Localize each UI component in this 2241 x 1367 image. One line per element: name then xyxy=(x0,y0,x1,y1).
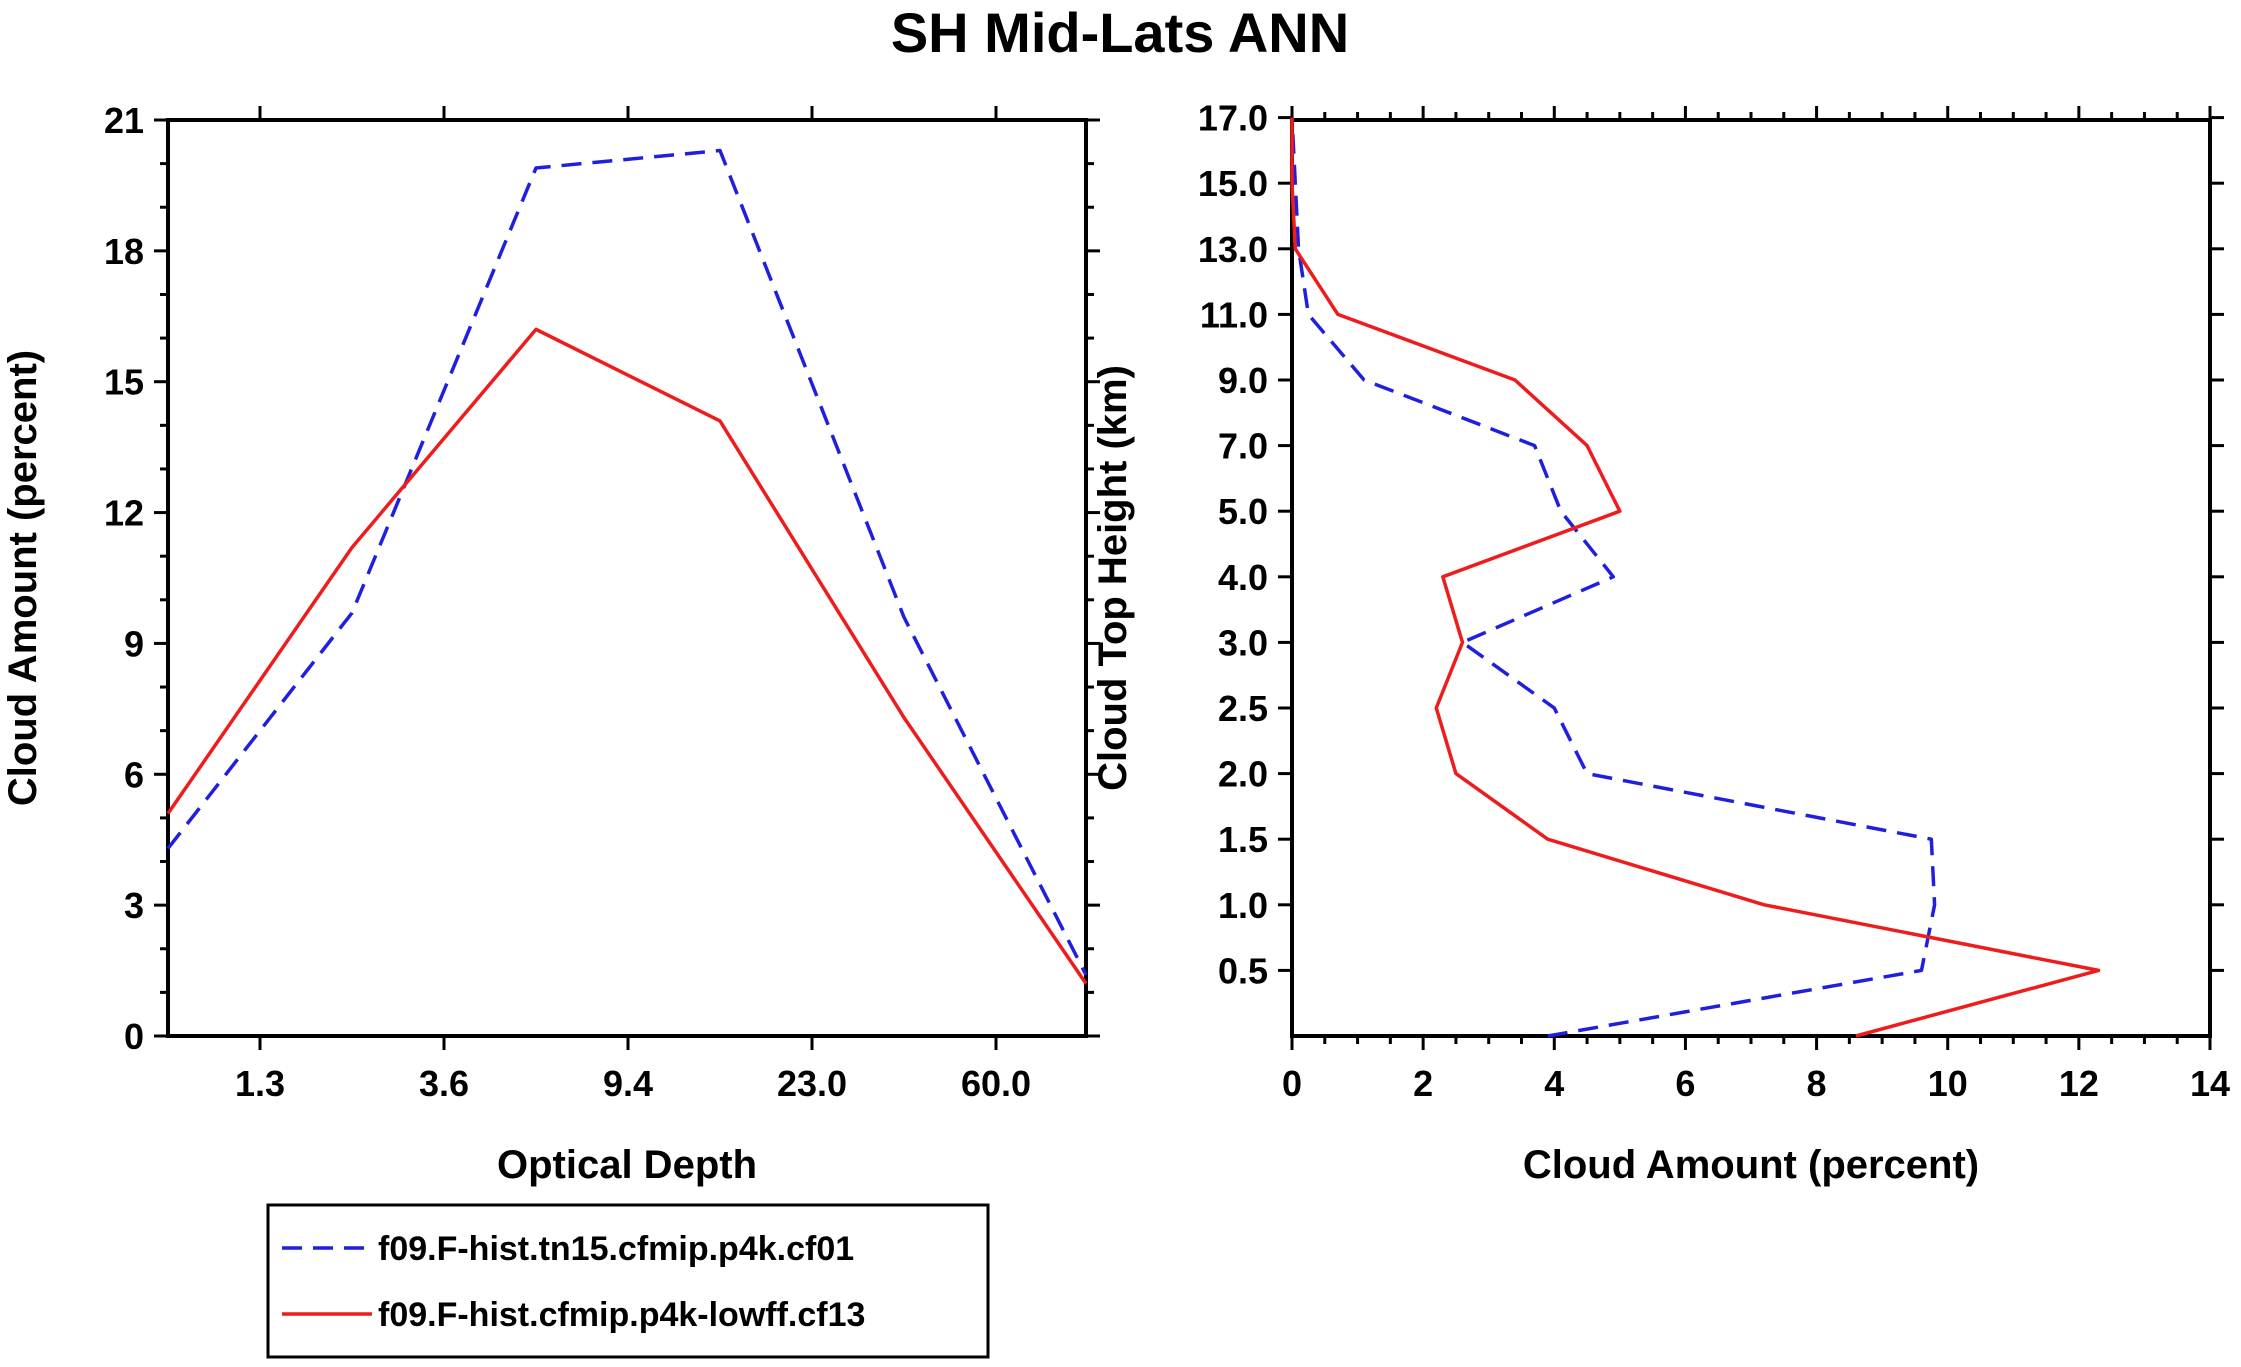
left-y-tick-label: 15 xyxy=(104,362,144,403)
legend-label-series-1: f09.F-hist.tn15.cfmip.p4k.cf01 xyxy=(378,1230,854,1268)
right-y-tick-label: 2.0 xyxy=(1218,754,1268,795)
right-y-tick-label: 9.0 xyxy=(1218,360,1268,401)
right-x-tick-label: 4 xyxy=(1544,1063,1564,1104)
right-y-tick-label: 4.0 xyxy=(1218,557,1268,598)
left-x-tick-label: 9.4 xyxy=(603,1063,653,1104)
left-x-tick-label: 3.6 xyxy=(419,1063,469,1104)
left-ticks: 1.3 3.6 9.4 23.0 60.0 0 3 6 9 12 15 18 21 xyxy=(104,100,1100,1104)
right-x-tick-label: 14 xyxy=(2190,1063,2230,1104)
left-y-tick-label: 21 xyxy=(104,100,144,141)
right-y-tick-label: 3.0 xyxy=(1218,622,1268,663)
right-y-tick-label: 1.5 xyxy=(1218,819,1268,860)
left-y-tick-label: 6 xyxy=(124,754,144,795)
right-ticks: 0 2 4 6 8 10 12 14 0.5 1.0 1.5 2.0 2.5 3.0 4.0 5.0 7.0 9.… xyxy=(1198,98,2230,1104)
right-y-axis-label: Cloud Top Height (km) xyxy=(1091,365,1135,791)
left-y-axis-label: Cloud Amount (percent) xyxy=(1,350,45,806)
left-series xyxy=(166,148,1088,985)
legend: f09.F-hist.tn15.cfmip.p4k.cf01 f09.F-his… xyxy=(266,1203,990,1359)
right-x-tick-label: 10 xyxy=(1928,1063,1968,1104)
left-y-tick-label: 12 xyxy=(104,493,144,534)
right-y-tick-label: 17.0 xyxy=(1198,98,1268,139)
right-y-tick-label: 7.0 xyxy=(1218,426,1268,467)
right-plot-frame xyxy=(1290,118,2212,1038)
left-series-line-2 xyxy=(166,327,1088,985)
left-y-tick-label: 3 xyxy=(124,885,144,926)
right-y-tick-label: 5.0 xyxy=(1218,491,1268,532)
right-y-tick-label: 1.0 xyxy=(1218,885,1268,926)
right-x-tick-label: 2 xyxy=(1413,1063,1433,1104)
right-x-axis-label: Cloud Amount (percent) xyxy=(1523,1143,1979,1187)
left-y-tick-label: 18 xyxy=(104,231,144,272)
right-series-line-1 xyxy=(1290,117,1937,1038)
left-x-tick-label: 23.0 xyxy=(777,1063,847,1104)
right-panel: 0 2 4 6 8 10 12 14 0.5 1.0 1.5 2.0 2.5 3.0 4.0 5.0 7.0 9.… xyxy=(1091,98,2230,1187)
left-y-tick-label: 9 xyxy=(124,623,144,664)
right-x-tick-label: 8 xyxy=(1807,1063,1827,1104)
right-y-tick-label: 15.0 xyxy=(1198,163,1268,204)
right-x-tick-label: 12 xyxy=(2059,1063,2099,1104)
left-series-line-1 xyxy=(166,148,1088,976)
right-x-tick-label: 6 xyxy=(1675,1063,1695,1104)
right-y-tick-label: 0.5 xyxy=(1218,950,1268,991)
legend-box xyxy=(266,1203,990,1359)
right-y-tick-label: 2.5 xyxy=(1218,688,1268,729)
right-x-tick-label: 0 xyxy=(1282,1063,1302,1104)
left-panel: 1.3 3.6 9.4 23.0 60.0 0 3 6 9 12 15 18 21 Optical De… xyxy=(1,100,1100,1187)
chart-title: SH Mid-Lats ANN xyxy=(891,1,1349,64)
legend-label-series-2: f09.F-hist.cfmip.p4k-lowff.cf13 xyxy=(378,1296,865,1334)
left-x-axis-label: Optical Depth xyxy=(497,1143,757,1187)
right-series xyxy=(1290,117,2101,1038)
right-series-line-2 xyxy=(1290,117,2101,1038)
right-y-tick-label: 11.0 xyxy=(1200,294,1268,335)
left-x-tick-label: 60.0 xyxy=(961,1063,1031,1104)
left-x-tick-label: 1.3 xyxy=(235,1063,285,1104)
left-y-tick-label: 0 xyxy=(124,1016,144,1057)
right-y-tick-label: 13.0 xyxy=(1198,229,1268,270)
left-plot-frame xyxy=(166,118,1088,1038)
